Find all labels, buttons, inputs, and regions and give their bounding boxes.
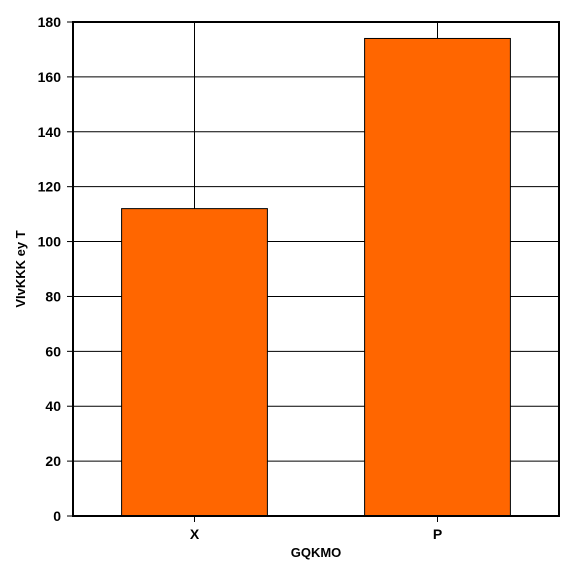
y-tick-label: 140	[38, 124, 62, 140]
y-axis-title: VIvKKK ey T	[13, 230, 28, 307]
x-axis-title: GQKMO	[291, 545, 342, 560]
y-tick-label: 180	[38, 14, 62, 30]
y-tick-label: 60	[45, 343, 61, 359]
x-tick-label: P	[433, 526, 442, 542]
bars	[121, 37, 511, 517]
y-tick-label: 20	[45, 453, 61, 469]
plot-frame	[72, 21, 560, 517]
y-tick-label: 80	[45, 288, 61, 304]
bar-x	[121, 208, 268, 517]
y-tick-label: 0	[53, 508, 61, 524]
bar-p	[364, 37, 511, 517]
y-tick-label: 120	[38, 179, 62, 195]
x-tick-label: X	[190, 526, 200, 542]
y-axis-ticks: 0 20 40 60 80 100 120 140 160 180	[38, 14, 73, 524]
y-tick-label: 100	[38, 234, 62, 250]
y-tick-label: 160	[38, 69, 62, 85]
y-tick-label: 40	[45, 398, 61, 414]
